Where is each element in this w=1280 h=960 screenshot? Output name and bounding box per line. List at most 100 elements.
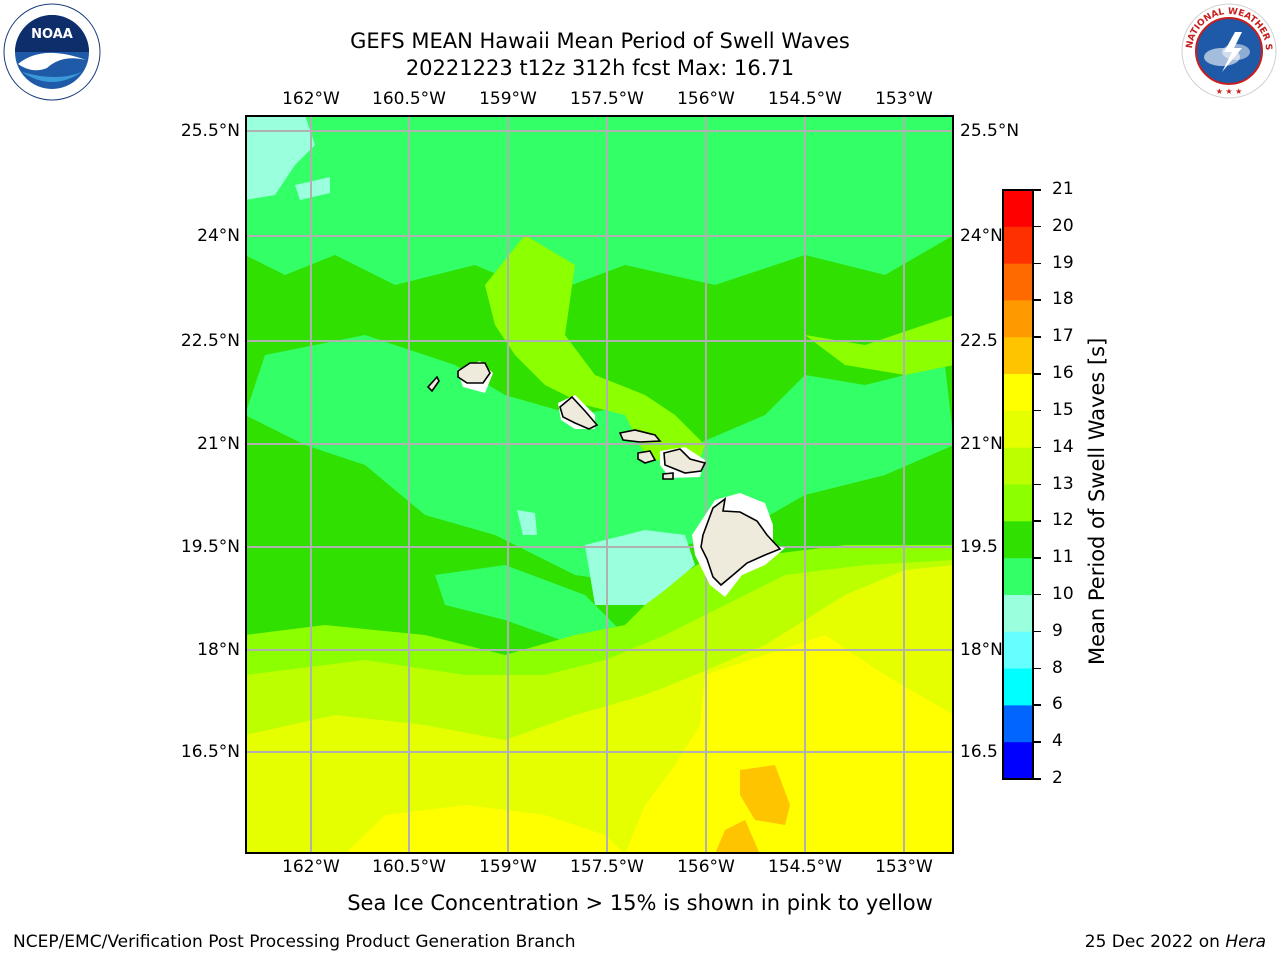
swell-period-map — [245, 115, 954, 854]
island-molokai — [618, 429, 662, 443]
islands — [426, 361, 785, 597]
colorbar-segment — [1003, 190, 1033, 228]
colorbar-tick-mark — [1034, 409, 1041, 412]
colorbar-frame — [1002, 189, 1034, 780]
colorbar-tick-label: 13 — [1052, 473, 1074, 494]
chart-title-line1: GEFS MEAN Hawaii Mean Period of Swell Wa… — [350, 29, 850, 53]
colorbar-segment — [1003, 484, 1033, 522]
lon-label: 156°W — [677, 857, 735, 877]
colorbar-tick-mark — [1034, 262, 1041, 265]
lon-label: 154.5°W — [768, 857, 842, 877]
colorbar-tick-mark — [1034, 704, 1041, 706]
colorbar-tick-label: 21 — [1052, 179, 1074, 199]
lat-label: 25.5°N — [960, 121, 1020, 141]
lat-label: 16.5 — [960, 742, 998, 762]
colorbar-segment — [1003, 705, 1033, 743]
colorbar-tick-mark — [1034, 373, 1041, 375]
colorbar-tick-mark — [1034, 446, 1041, 449]
colorbar-tick-mark — [1034, 741, 1041, 743]
credit-text: NCEP/EMC/Verification Post Processing Pr… — [13, 932, 576, 952]
field-16-17 — [740, 765, 790, 825]
colorbar-tick-label: 8 — [1052, 657, 1063, 678]
sea-ice-note: Sea Ice Concentration > 15% is shown in … — [347, 891, 933, 915]
footer-host: Hera — [1225, 932, 1266, 952]
colorbar-tick-mark — [1034, 630, 1041, 633]
lat-label: 25.5°N — [180, 121, 240, 141]
colorbar-tick-mark — [1034, 520, 1041, 522]
island-lanai — [637, 450, 657, 464]
national-weather-service-logo: NATIONAL WEATHER SERVICE ★ ★ ★ — [1177, 0, 1278, 100]
island-kauai — [457, 362, 491, 384]
colorbar-tick-label: 18 — [1052, 289, 1074, 310]
map-frame — [245, 115, 954, 854]
colorbar-tick-label: 2 — [1052, 768, 1063, 788]
colorbar-tick-mark — [1034, 483, 1041, 485]
colorbar-segment — [1003, 631, 1033, 670]
footer-date-text: 25 Dec 2022 on — [1084, 932, 1220, 952]
colorbar-tick-label: 15 — [1052, 399, 1074, 420]
field-15-16 — [345, 805, 625, 854]
lon-label: 160.5°W — [372, 857, 446, 877]
field-12-13 — [485, 235, 705, 475]
field-10-11 — [485, 465, 595, 525]
field-9-10 — [585, 530, 695, 605]
island-kahoolawe — [662, 472, 674, 480]
lon-label: 156°W — [677, 89, 735, 109]
colorbar-tick-mark — [1034, 336, 1041, 338]
colorbar-segment — [1003, 447, 1033, 486]
colorbar — [1002, 189, 1034, 780]
field-16-17 — [715, 820, 760, 854]
lon-label: 162°W — [282, 857, 340, 877]
colorbar-tick-mark — [1034, 557, 1041, 559]
lat-label: 24°N — [960, 226, 1003, 246]
lat-label: 18°N — [197, 640, 240, 660]
lon-label: 160.5°W — [372, 89, 446, 109]
lat-label: 19.5°N — [180, 537, 240, 557]
lat-label: 21°N — [960, 434, 1003, 454]
lat-label: 19.5 — [960, 537, 998, 557]
footer-date: 25 Dec 2022 on Hera — [1085, 932, 1266, 952]
lon-label: 153°W — [875, 89, 933, 109]
island-hawaii — [700, 497, 782, 587]
lon-label: 153°W — [875, 857, 933, 877]
lat-label: 18°N — [960, 640, 1003, 660]
colorbar-segment — [1003, 410, 1033, 449]
lat-label: 24°N — [197, 226, 240, 246]
lat-label: 22.5 — [960, 331, 998, 351]
field-9-10 — [517, 510, 537, 535]
colorbar-label: Mean Period of Swell Waves [s] — [1085, 337, 1109, 665]
lon-label: 159°W — [479, 857, 537, 877]
graticule — [245, 115, 954, 854]
colorbar-tick-mark — [1034, 593, 1041, 596]
colorbar-tick-label: 20 — [1052, 215, 1074, 236]
field-9-10 — [295, 177, 330, 200]
colorbar-segment — [1003, 594, 1033, 633]
lat-label: 16.5°N — [180, 742, 240, 762]
island-maui — [663, 448, 707, 474]
colorbar-segment — [1003, 742, 1033, 780]
colorbar-tick-label: 6 — [1052, 694, 1063, 715]
noaa-logo: NOAA — [2, 2, 102, 102]
colorbar-tick-label: 14 — [1052, 436, 1074, 457]
colorbar-tick-label: 17 — [1052, 326, 1074, 347]
colorbar-tick-label: 11 — [1052, 547, 1074, 568]
field-12-13 — [805, 315, 954, 375]
field-15-16 — [625, 635, 954, 854]
field-10-11 — [435, 565, 625, 645]
colorbar-tick-label: 19 — [1052, 252, 1074, 273]
colorbar-segment — [1003, 226, 1033, 265]
field-10-11 — [245, 115, 954, 295]
lat-label: 21°N — [197, 434, 240, 454]
chart-title-line2: 20221223 t12z 312h fcst Max: 16.71 — [405, 56, 795, 80]
colorbar-segment — [1003, 558, 1033, 596]
colorbar-segment — [1003, 521, 1033, 559]
colorbar-tick-label: 9 — [1052, 620, 1063, 641]
svg-text:★ ★ ★: ★ ★ ★ — [1216, 87, 1243, 96]
svg-text:NOAA: NOAA — [31, 27, 73, 42]
colorbar-segment — [1003, 374, 1033, 412]
colorbar-segment — [1003, 337, 1033, 375]
colorbar-tick-mark — [1034, 225, 1041, 228]
lon-label: 154.5°W — [768, 89, 842, 109]
colorbar-tick-mark — [1034, 299, 1041, 301]
colorbar-segment — [1003, 300, 1033, 338]
